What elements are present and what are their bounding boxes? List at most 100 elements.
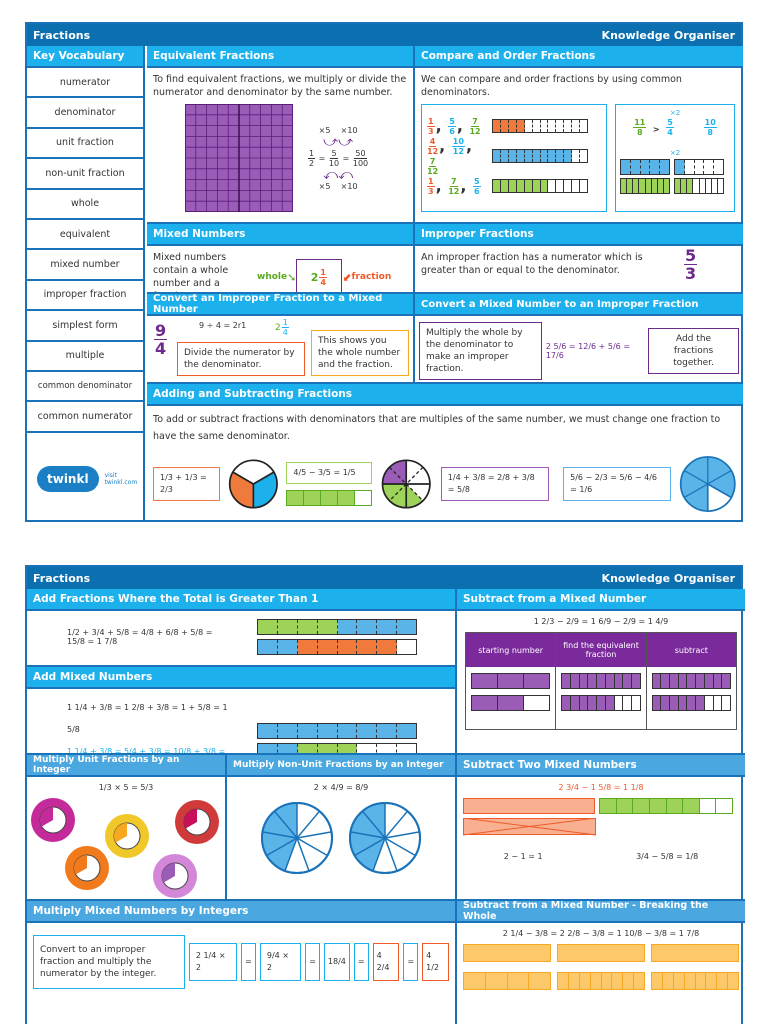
arrow-left-icon: ⬋ bbox=[342, 270, 352, 284]
bar-model bbox=[257, 723, 417, 739]
multiply-nonunit-section: Multiply Non-Unit Fractions by an Intege… bbox=[227, 755, 457, 901]
vocab-item: whole bbox=[27, 190, 143, 220]
step-box: 18/4 bbox=[323, 943, 350, 981]
vocab-item: unit fraction bbox=[27, 129, 143, 160]
section-header: Compare and Order Fractions bbox=[415, 46, 743, 68]
conversion-expression: 2 5/6 = 12/6 + 5/6 = 17/6 bbox=[545, 342, 631, 360]
example-box: 1/4 + 3/8 = 2/8 + 3/8 = 5/8 bbox=[440, 467, 550, 501]
equivalent-fractions-section: Equivalent Fractions To find equivalent … bbox=[147, 46, 415, 224]
fraction-difference: 3/4 − 5/8 = 1/8 bbox=[636, 852, 699, 861]
compare-order-section: Compare and Order Fractions We can compa… bbox=[415, 46, 743, 224]
example-box: 4/5 − 3/5 = 1/5 bbox=[286, 462, 373, 484]
hundred-grid-icon bbox=[185, 104, 293, 212]
bar-model bbox=[599, 798, 733, 814]
arrow-right-icon: ➘ bbox=[287, 270, 297, 284]
bar-model bbox=[257, 743, 417, 753]
section-header: Equivalent Fractions bbox=[147, 46, 413, 68]
section-header: Subtract from a Mixed Number - Breaking … bbox=[457, 901, 745, 923]
multiply-mixed-section: Multiply Mixed Numbers by Integers Conve… bbox=[27, 901, 457, 1024]
vocab-item: simplest form bbox=[27, 311, 143, 342]
vocab-item: denominator bbox=[27, 98, 143, 129]
column-header: find the equivalent fraction bbox=[556, 633, 647, 667]
bar-model bbox=[492, 179, 588, 193]
expression: 1 2/3 − 2/9 = 1 6/9 − 2/9 = 1 4/9 bbox=[533, 617, 669, 626]
expression: 2 1/4 − 3/8 = 2 2/8 − 3/8 = 1 10/8 − 3/8… bbox=[502, 929, 700, 938]
vocab-item: multiple bbox=[27, 342, 143, 372]
section-header: Adding and Subtracting Fractions bbox=[147, 384, 743, 406]
example-box: 5/6 − 2/3 = 5/6 − 4/6 = 1/6 bbox=[563, 467, 672, 501]
step-box: = bbox=[305, 943, 320, 981]
organiser-page-2: Fractions Knowledge Organiser Add Fracti… bbox=[25, 565, 745, 1024]
division-expression: 9 ÷ 4 = 2r1 bbox=[199, 321, 247, 330]
vocab-item: equivalent bbox=[27, 220, 143, 251]
convert-mixed-section: Convert a Mixed Number to an Improper Fr… bbox=[415, 294, 743, 384]
subtract-mixed-section: Subtract from a Mixed Number 1 2/3 − 2/9… bbox=[457, 589, 745, 755]
section-text: To add or subtract fractions with denomi… bbox=[153, 414, 721, 442]
improper-fractions-section: Improper Fractions An improper fraction … bbox=[415, 224, 743, 294]
divide-note: Divide the numerator by the denominator. bbox=[177, 342, 305, 376]
section-text: Mixed numbers contain a whole number and… bbox=[153, 252, 229, 292]
section-header: Add Mixed Numbers bbox=[27, 667, 455, 689]
section-header: Multiply Mixed Numbers by Integers bbox=[27, 901, 455, 923]
organiser-page-1: Fractions Knowledge Organiser Key Vocabu… bbox=[25, 22, 743, 522]
subtract-two-section: Subtract Two Mixed Numbers 2 3/4 − 1 5/8… bbox=[457, 755, 745, 901]
expression: 2 3/4 − 1 5/8 = 1 1/8 bbox=[558, 783, 644, 792]
convert-improper-section: Convert an Improper Fraction to a Mixed … bbox=[147, 294, 415, 384]
page-subtitle: Knowledge Organiser bbox=[601, 28, 735, 42]
add-mixed-section: Add Mixed Numbers 1 1/4 + 3/8 = 1 2/8 + … bbox=[27, 667, 457, 755]
page-title: Fractions bbox=[33, 571, 91, 585]
column-header: starting number bbox=[466, 633, 557, 667]
step-box: 2 1/4 × 2 bbox=[188, 943, 238, 981]
section-header: Multiply Unit Fractions by an Integer bbox=[27, 755, 225, 777]
subtract-table: starting number find the equivalent frac… bbox=[465, 632, 737, 730]
step-box: = bbox=[353, 943, 369, 981]
page-subtitle: Knowledge Organiser bbox=[601, 571, 735, 585]
pie-thirds-icon bbox=[228, 459, 278, 509]
add-greater-section: Add Fractions Where the Total is Greater… bbox=[27, 589, 457, 667]
step-box: 9/4 × 2 bbox=[259, 943, 302, 981]
vocab-item: common numerator bbox=[27, 402, 143, 433]
section-header: Convert a Mixed Number to an Improper Fr… bbox=[415, 294, 743, 316]
vocab-item: improper fraction bbox=[27, 281, 143, 312]
title-bar: Fractions Knowledge Organiser bbox=[27, 24, 741, 46]
mixed-numbers-section: Mixed Numbers Mixed numbers contain a wh… bbox=[147, 224, 415, 294]
expression: 1 1/4 + 3/8 = 5/4 + 3/8 = 10/8 + 3/8 = 1… bbox=[67, 747, 226, 755]
section-header: Subtract Two Mixed Numbers bbox=[457, 755, 745, 777]
bar-model bbox=[257, 619, 417, 635]
crossed-bar bbox=[462, 817, 597, 836]
section-header: Subtract from a Mixed Number bbox=[457, 589, 745, 611]
fraction-label: fraction bbox=[351, 272, 392, 282]
section-text: To find equivalent fractions, we multipl… bbox=[153, 74, 407, 98]
section-header: Improper Fractions bbox=[415, 224, 743, 246]
bar-model bbox=[257, 639, 417, 655]
expression: 2 × 4/9 = 8/9 bbox=[313, 783, 369, 792]
whole-difference: 2 − 1 = 1 bbox=[503, 852, 543, 861]
curved-arrow-icon: ⤻⤻ bbox=[323, 133, 354, 150]
pie-ninths-icon bbox=[261, 802, 421, 874]
expression: 1/3 × 5 = 5/3 bbox=[98, 783, 154, 792]
vocab-item: mixed number bbox=[27, 250, 143, 281]
bar-model bbox=[492, 119, 588, 133]
add-note: Add the fractions together. bbox=[648, 328, 739, 374]
twinkl-logo[interactable]: twinkl visit twinkl.com bbox=[27, 433, 143, 525]
title-bar: Fractions Knowledge Organiser bbox=[27, 567, 741, 589]
instruction-box: Convert to an improper fraction and mult… bbox=[33, 935, 185, 989]
shows-note: This shows you the whole number and the … bbox=[311, 330, 409, 376]
section-text: We can compare and order fractions by us… bbox=[421, 74, 682, 98]
section-header: Add Fractions Where the Total is Greater… bbox=[27, 589, 455, 611]
section-header: Multiply Non-Unit Fractions by an Intege… bbox=[227, 755, 455, 777]
step-box: = bbox=[241, 943, 256, 981]
flowers-thirds-icon bbox=[31, 798, 219, 898]
example-box: 1/3 + 1/3 = 2/3 bbox=[153, 467, 220, 501]
vocab-item: numerator bbox=[27, 68, 143, 99]
bar-model bbox=[492, 149, 588, 163]
step-box: 4 1/2 bbox=[422, 943, 449, 981]
column-header: subtract bbox=[674, 645, 708, 655]
twinkl-link[interactable]: visit twinkl.com bbox=[104, 471, 138, 486]
adding-subtracting-section: Adding and Subtracting Fractions To add … bbox=[147, 384, 743, 524]
